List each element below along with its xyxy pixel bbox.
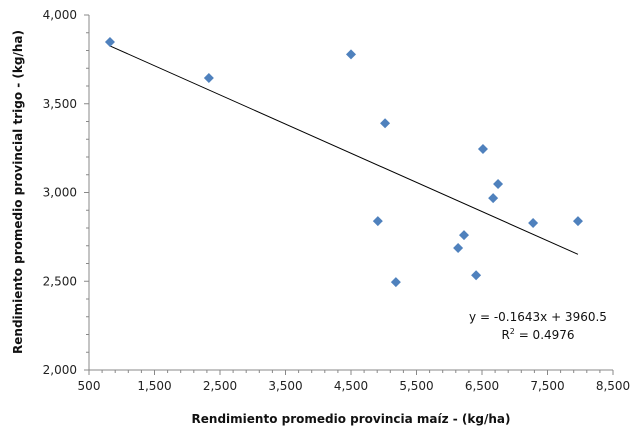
- data-point: [372, 216, 383, 227]
- data-point: [458, 230, 469, 241]
- data-point: [104, 36, 115, 47]
- data-point: [477, 144, 488, 155]
- x-axis-title: Rendimiento promedio provincia maíz - (k…: [192, 412, 511, 426]
- data-point: [528, 218, 539, 229]
- data-point: [488, 193, 499, 204]
- x-tick-label: 5,500: [399, 379, 433, 393]
- data-point: [453, 243, 464, 254]
- r2-superscript: 2: [510, 327, 515, 336]
- data-point: [493, 178, 504, 189]
- data-point: [471, 270, 482, 281]
- x-tick-label: 6,500: [465, 379, 499, 393]
- axes: 2,000 2,500 3,000 3,500 4,000 500 1,500 2,500 3,…: [43, 8, 631, 393]
- r2-prefix: R: [501, 328, 509, 342]
- x-tick-label: 7,500: [530, 379, 564, 393]
- x-tick-label: 2,500: [203, 379, 237, 393]
- data-points: [104, 36, 583, 288]
- data-point: [346, 49, 356, 60]
- data-point: [572, 216, 583, 227]
- x-tick-label: 1,500: [137, 379, 171, 393]
- data-point: [380, 118, 391, 129]
- trendline: [109, 45, 579, 255]
- x-tick-label: 500: [78, 379, 101, 393]
- x-tick-label: 3,500: [268, 379, 302, 393]
- data-point: [390, 277, 401, 288]
- r-squared-label: R2 = 0.4976: [501, 327, 574, 342]
- y-tick-label: 2,000: [43, 363, 77, 377]
- x-tick-label: 4,500: [334, 379, 368, 393]
- data-point: [203, 73, 214, 84]
- x-tick-label: 8,500: [596, 379, 630, 393]
- r2-value: = 0.4976: [515, 328, 575, 342]
- trendline-equation: y = -0.1643x + 3960.5: [469, 310, 607, 324]
- y-tick-label: 3,500: [43, 97, 77, 111]
- y-tick-label: 2,500: [43, 274, 77, 288]
- y-tick-label: 4,000: [43, 8, 77, 22]
- y-axis-title: Rendimiento promedio provincial trigo - …: [11, 30, 25, 354]
- y-tick-label: 3,000: [43, 186, 77, 200]
